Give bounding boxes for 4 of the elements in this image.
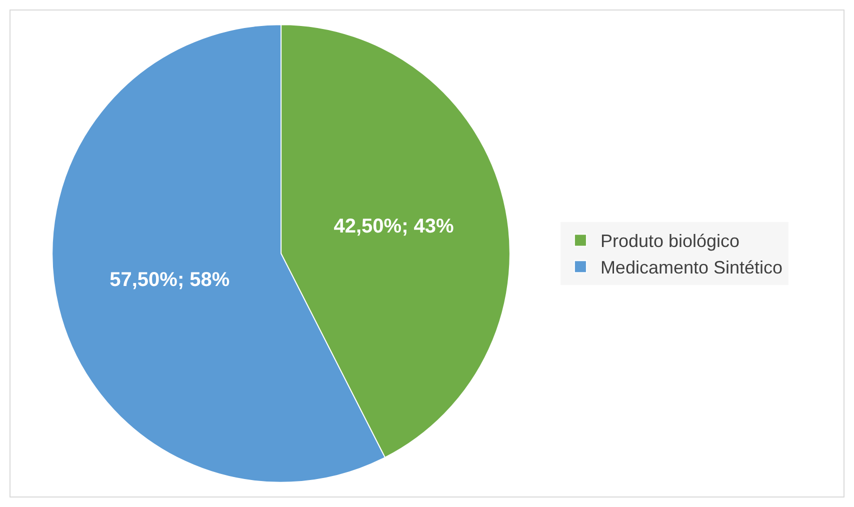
- legend-label: Medicamento Sintético: [600, 258, 783, 278]
- data-label: 57,50%; 58%: [110, 269, 230, 292]
- legend-label: Produto biológico: [600, 231, 740, 252]
- data-label: 42,50%; 43%: [334, 215, 454, 238]
